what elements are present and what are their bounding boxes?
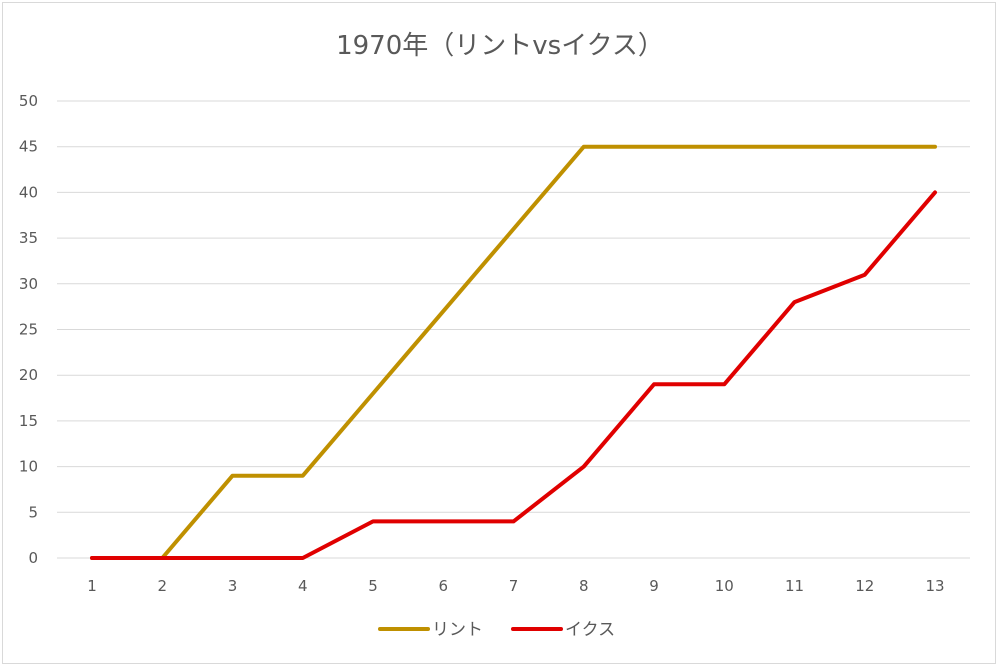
series-1-point xyxy=(933,145,937,149)
x-tick-label: 4 xyxy=(298,577,308,595)
series-1-point xyxy=(863,145,867,149)
series-2-point xyxy=(793,300,797,304)
series-2-point xyxy=(301,556,305,560)
series-2-point xyxy=(441,519,445,523)
y-tick-label: 0 xyxy=(28,549,38,567)
y-tick-label: 10 xyxy=(19,458,38,476)
series-1-point xyxy=(793,145,797,149)
y-tick-label: 35 xyxy=(19,229,38,247)
series-1-point xyxy=(371,391,375,395)
legend-label-2: イクス xyxy=(565,620,615,640)
series-2-point xyxy=(90,556,94,560)
y-tick-label: 15 xyxy=(19,412,38,430)
series-1-point xyxy=(512,227,516,231)
series-1-point xyxy=(722,145,726,149)
series-2-point xyxy=(371,519,375,523)
y-tick-label: 25 xyxy=(19,321,38,339)
x-tick-label: 5 xyxy=(368,577,378,595)
x-tick-label: 1 xyxy=(87,577,97,595)
x-tick-label: 6 xyxy=(438,577,448,595)
series-1-point xyxy=(652,145,656,149)
legend-label-1: リント xyxy=(432,620,483,640)
series-1-point xyxy=(582,145,586,149)
x-tick-label: 12 xyxy=(855,577,874,595)
y-axis-tick-labels: 0 5 10 15 20 25 30 35 40 45 50 xyxy=(19,92,38,567)
series-2-point xyxy=(160,556,164,560)
series-2-point xyxy=(652,382,656,386)
x-tick-label: 11 xyxy=(785,577,804,595)
y-tick-label: 20 xyxy=(19,366,38,384)
series-2-point xyxy=(722,382,726,386)
x-tick-label: 8 xyxy=(579,577,589,595)
x-tick-label: 7 xyxy=(509,577,519,595)
x-tick-label: 10 xyxy=(715,577,734,595)
series-1-point xyxy=(231,474,235,478)
y-tick-label: 5 xyxy=(28,503,38,521)
series-1-point xyxy=(301,474,305,478)
x-tick-label: 3 xyxy=(228,577,238,595)
series-lines xyxy=(90,144,937,560)
x-tick-label: 13 xyxy=(925,577,944,595)
series-line-1 xyxy=(90,144,937,560)
y-tick-label: 45 xyxy=(19,138,38,156)
series-2-point xyxy=(582,465,586,469)
x-axis-tick-labels: 1 2 3 4 5 6 7 8 9 10 11 12 13 xyxy=(87,577,944,595)
y-tick-label: 50 xyxy=(19,92,38,110)
gridlines xyxy=(57,100,970,559)
series-1-point xyxy=(441,309,445,313)
x-tick-label: 9 xyxy=(649,577,659,595)
series-2-point xyxy=(231,556,235,560)
x-tick-label: 2 xyxy=(157,577,167,595)
chart-title: 1970年（リントvsイクス） xyxy=(336,31,664,61)
series-2-point xyxy=(863,273,867,277)
series-2-point xyxy=(933,190,937,194)
series-line-2 xyxy=(90,190,937,560)
y-tick-label: 40 xyxy=(19,183,38,201)
y-tick-label: 30 xyxy=(19,275,38,293)
series-2-point xyxy=(512,519,516,523)
legend: リント イクス xyxy=(378,620,615,640)
